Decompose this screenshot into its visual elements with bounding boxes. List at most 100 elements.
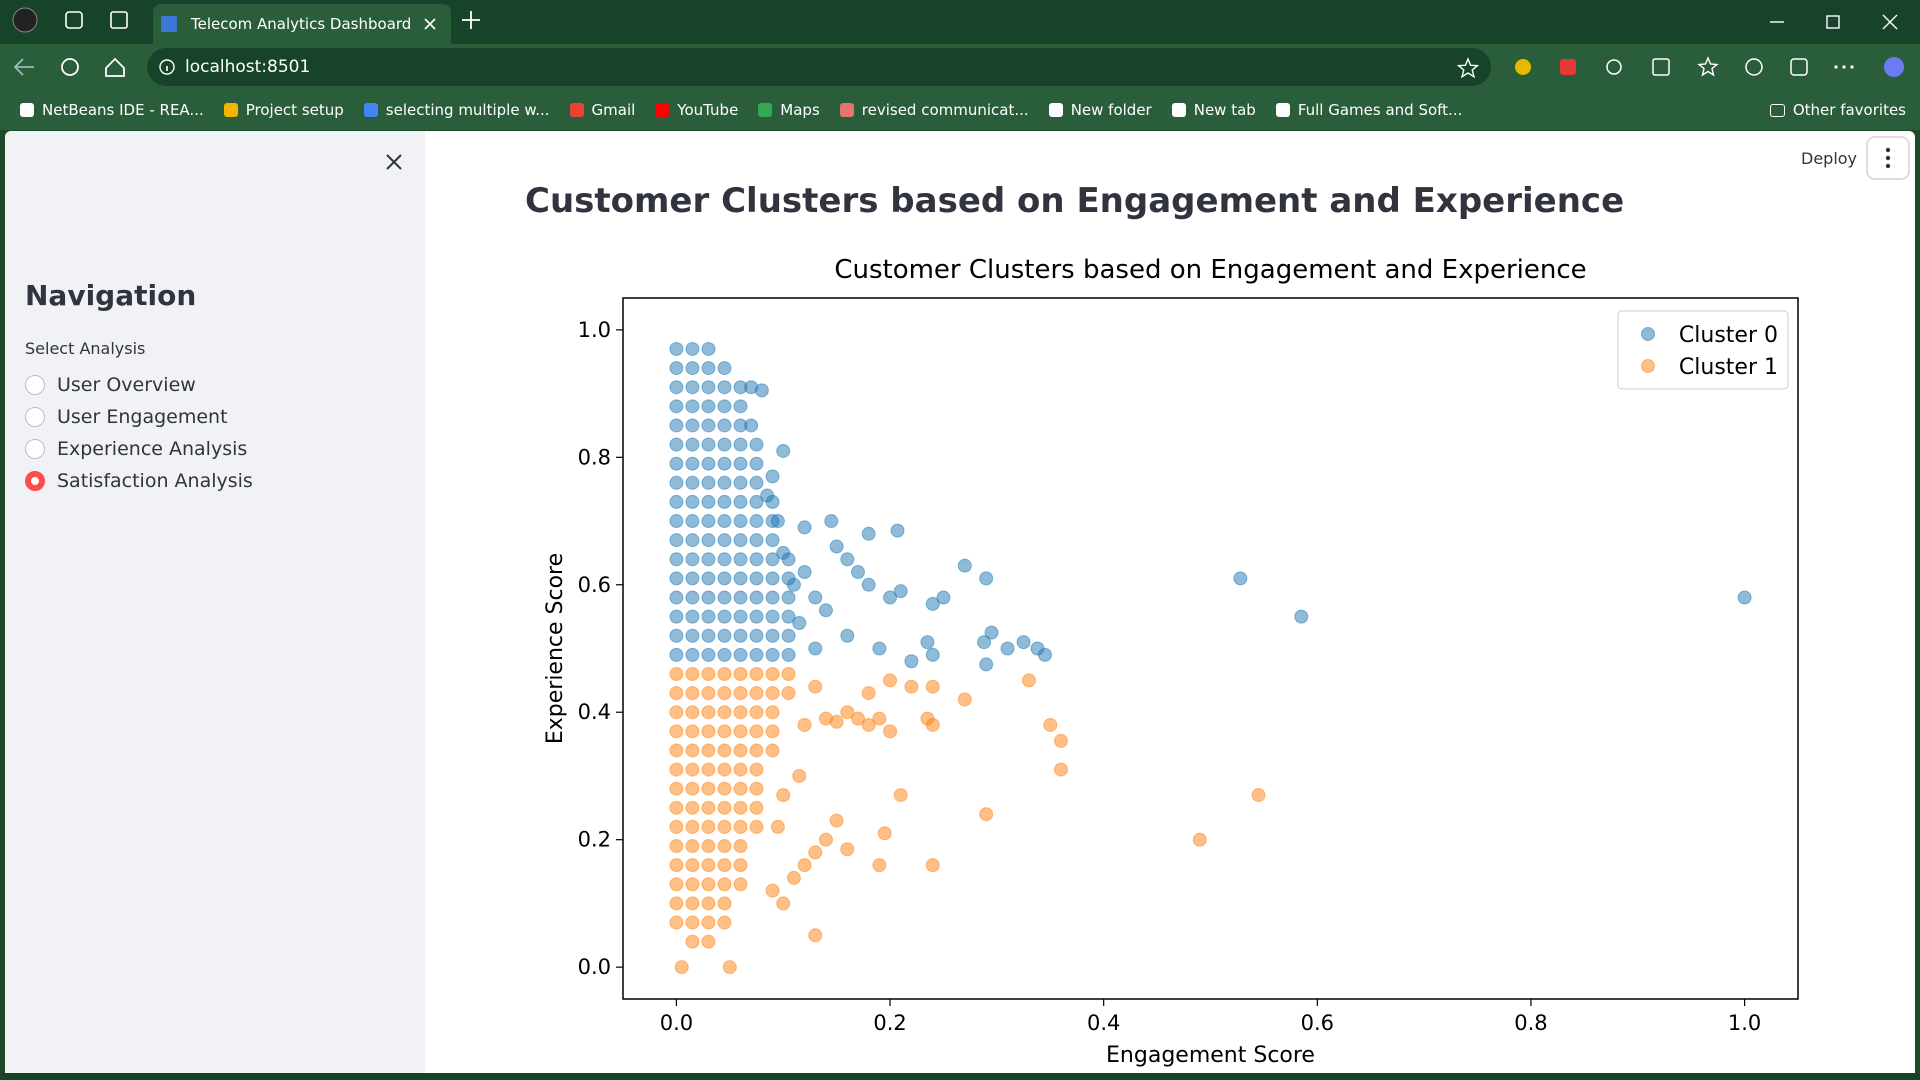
bookmark[interactable]: Project setup xyxy=(223,101,344,119)
radio-option[interactable]: User Overview xyxy=(25,374,196,396)
scatter-point xyxy=(722,960,737,975)
bookmark[interactable]: revised communicat... xyxy=(839,101,1029,119)
window-controls[interactable] xyxy=(1760,10,1910,34)
bookmark[interactable]: New tab xyxy=(1171,101,1256,119)
scatter-point xyxy=(733,839,748,854)
scatter-point xyxy=(701,877,716,892)
bookmark-icon xyxy=(223,103,238,117)
scatter-point xyxy=(936,590,951,605)
tab-close[interactable] xyxy=(423,17,437,31)
scatter-point xyxy=(674,960,689,975)
radio-circle[interactable] xyxy=(25,375,45,395)
scatter-point xyxy=(685,686,700,701)
bookmark[interactable]: New folder xyxy=(1048,101,1152,119)
scatter-point xyxy=(749,456,764,471)
bookmark[interactable]: Full Games and Soft... xyxy=(1275,101,1462,119)
scatter-point xyxy=(701,781,716,796)
scatter-point xyxy=(701,666,716,681)
scatter-point xyxy=(669,839,684,854)
select-label: Select Analysis xyxy=(25,339,146,358)
sidebar-title: Navigation xyxy=(25,279,197,312)
address-bar[interactable]: localhost:8501 xyxy=(147,48,1491,86)
radio-circle[interactable] xyxy=(25,471,45,491)
site-info[interactable] xyxy=(159,59,175,75)
scatter-point xyxy=(701,934,716,949)
radio-circle[interactable] xyxy=(25,407,45,427)
bookmarks-bar: NetBeans IDE - REA... Project setup select… xyxy=(0,90,1920,130)
scatter-point xyxy=(685,437,700,452)
scatter-point xyxy=(669,399,684,414)
scatter-point xyxy=(733,800,748,815)
bookmark-list: NetBeans IDE - REA... Project setup select… xyxy=(0,101,1462,119)
radio-label: Satisfaction Analysis xyxy=(57,470,253,492)
tab-bar: Telecom Analytics Dashboard xyxy=(0,0,1920,44)
scatter-point xyxy=(701,533,716,548)
scatter-point xyxy=(765,686,780,701)
scatter-point xyxy=(701,494,716,509)
scatter-point xyxy=(717,686,732,701)
scatter-point xyxy=(669,647,684,662)
scatter-point xyxy=(749,647,764,662)
sidebar-close[interactable] xyxy=(386,154,402,170)
app: Navigation Select Analysis User Overview… xyxy=(5,131,1915,1073)
favorite-star[interactable] xyxy=(1457,57,1479,79)
active-tab[interactable]: Telecom Analytics Dashboard xyxy=(153,4,451,44)
radio-option[interactable]: User Engagement xyxy=(25,406,228,428)
scatter-point xyxy=(685,399,700,414)
scatter-point xyxy=(717,494,732,509)
x-tick-label: 0.4 xyxy=(1087,1011,1120,1035)
scatter-point xyxy=(1233,571,1248,586)
bookmark-label: New tab xyxy=(1193,101,1256,119)
bookmark-label: revised communicat... xyxy=(861,101,1029,119)
scatter-point xyxy=(701,571,716,586)
scatter-point xyxy=(808,928,823,943)
scatter-point xyxy=(717,571,732,586)
scatter-point xyxy=(685,571,700,586)
scatter-point xyxy=(733,628,748,643)
deploy-button[interactable]: Deploy xyxy=(1801,149,1858,168)
scatter-point xyxy=(1737,590,1752,605)
scatter-point xyxy=(669,896,684,911)
radio-circle[interactable] xyxy=(25,439,45,459)
scatter-point xyxy=(685,475,700,490)
scatter-point xyxy=(717,915,732,930)
bookmark[interactable]: Gmail xyxy=(569,101,635,119)
scatter-point xyxy=(749,571,764,586)
address-row: localhost:8501 xyxy=(0,44,1920,90)
scatter-point xyxy=(685,590,700,605)
toolbar-icons[interactable] xyxy=(1508,52,1920,82)
scatter-point xyxy=(669,533,684,548)
scatter-point xyxy=(685,705,700,720)
scatter-point xyxy=(749,781,764,796)
scatter-point xyxy=(669,514,684,529)
scatter-point xyxy=(840,705,855,720)
bookmark-icon xyxy=(20,103,34,117)
legend-marker xyxy=(1641,359,1655,373)
scatter-point xyxy=(701,514,716,529)
scatter-point xyxy=(1043,717,1058,732)
scatter-point xyxy=(770,514,785,529)
x-tick-label: 0.0 xyxy=(660,1011,693,1035)
scatter-point xyxy=(685,915,700,930)
main-menu[interactable] xyxy=(1866,136,1910,180)
new-tab[interactable] xyxy=(461,10,481,30)
scatter-point xyxy=(717,705,732,720)
bookmark[interactable]: Maps xyxy=(758,101,820,119)
scatter-point xyxy=(701,418,716,433)
scatter-point xyxy=(765,533,780,548)
radio-option[interactable]: Experience Analysis xyxy=(25,438,247,460)
bookmark[interactable]: selecting multiple w... xyxy=(363,101,550,119)
x-tick-label: 0.8 xyxy=(1514,1011,1547,1035)
bookmark[interactable]: YouTube xyxy=(655,101,738,119)
radio-option[interactable]: Satisfaction Analysis xyxy=(25,470,253,492)
scatter-point xyxy=(840,552,855,567)
nav-buttons[interactable] xyxy=(0,44,140,90)
url: localhost:8501 xyxy=(185,57,311,77)
other-favorites[interactable]: Other favorites xyxy=(1769,101,1906,119)
bookmark[interactable]: NetBeans IDE - REA... xyxy=(20,101,204,119)
scatter-point xyxy=(733,437,748,452)
scatter-point xyxy=(1251,788,1266,803)
scatter-point xyxy=(701,686,716,701)
scatter-point xyxy=(749,705,764,720)
